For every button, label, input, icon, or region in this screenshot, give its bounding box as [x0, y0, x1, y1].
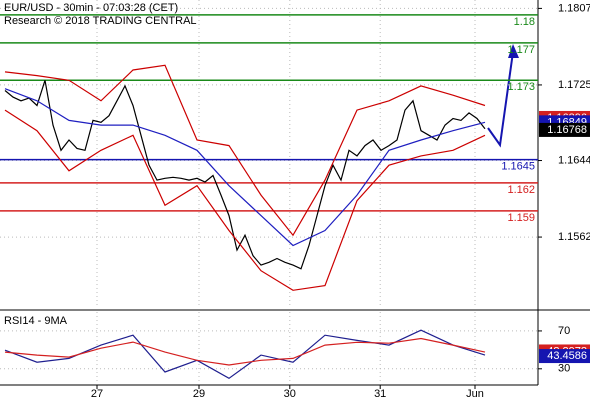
value-marker-label: 1.16768: [547, 124, 587, 136]
chart-subtitle: Research © 2018 TRADING CENTRAL: [4, 15, 197, 27]
value-marker: [539, 349, 590, 364]
series-line: [4, 88, 486, 247]
value-marker-label: 43.4586: [547, 350, 587, 362]
y-tick-label: 1.1725: [558, 79, 590, 91]
series-line: [4, 109, 486, 291]
value-marker: [539, 122, 590, 137]
x-tick-label: 29: [193, 388, 205, 400]
x-tick-label: 30: [284, 388, 296, 400]
x-tick-label: 27: [91, 388, 103, 400]
projection-arrow: [487, 51, 514, 148]
y-tick-label: 1.1562: [558, 231, 590, 243]
level-label: 1.162: [507, 184, 535, 196]
chart-title: EUR/USD - 30min - 07:03:28 (CET): [4, 2, 178, 14]
series-line: [4, 64, 486, 237]
series-line: [4, 337, 486, 366]
level-label: 1.177: [507, 44, 535, 56]
level-label: 1.1645: [501, 161, 535, 173]
level-label: 1.173: [507, 81, 535, 93]
y-tick-label: 70: [558, 325, 570, 337]
x-tick-label: Jun: [466, 388, 484, 400]
x-tick-label: 31: [374, 388, 386, 400]
series-line: [4, 329, 486, 380]
series-line: [4, 80, 486, 270]
indicator-title: RSI14 - 9MA: [4, 315, 68, 327]
arrow-head: [508, 44, 519, 58]
y-tick-label: 1.1807: [558, 2, 590, 14]
level-label: 1.18: [514, 16, 535, 28]
y-tick-label: 30: [558, 363, 570, 375]
y-tick-label: 1.1644: [558, 154, 590, 166]
level-label: 1.159: [507, 212, 535, 224]
